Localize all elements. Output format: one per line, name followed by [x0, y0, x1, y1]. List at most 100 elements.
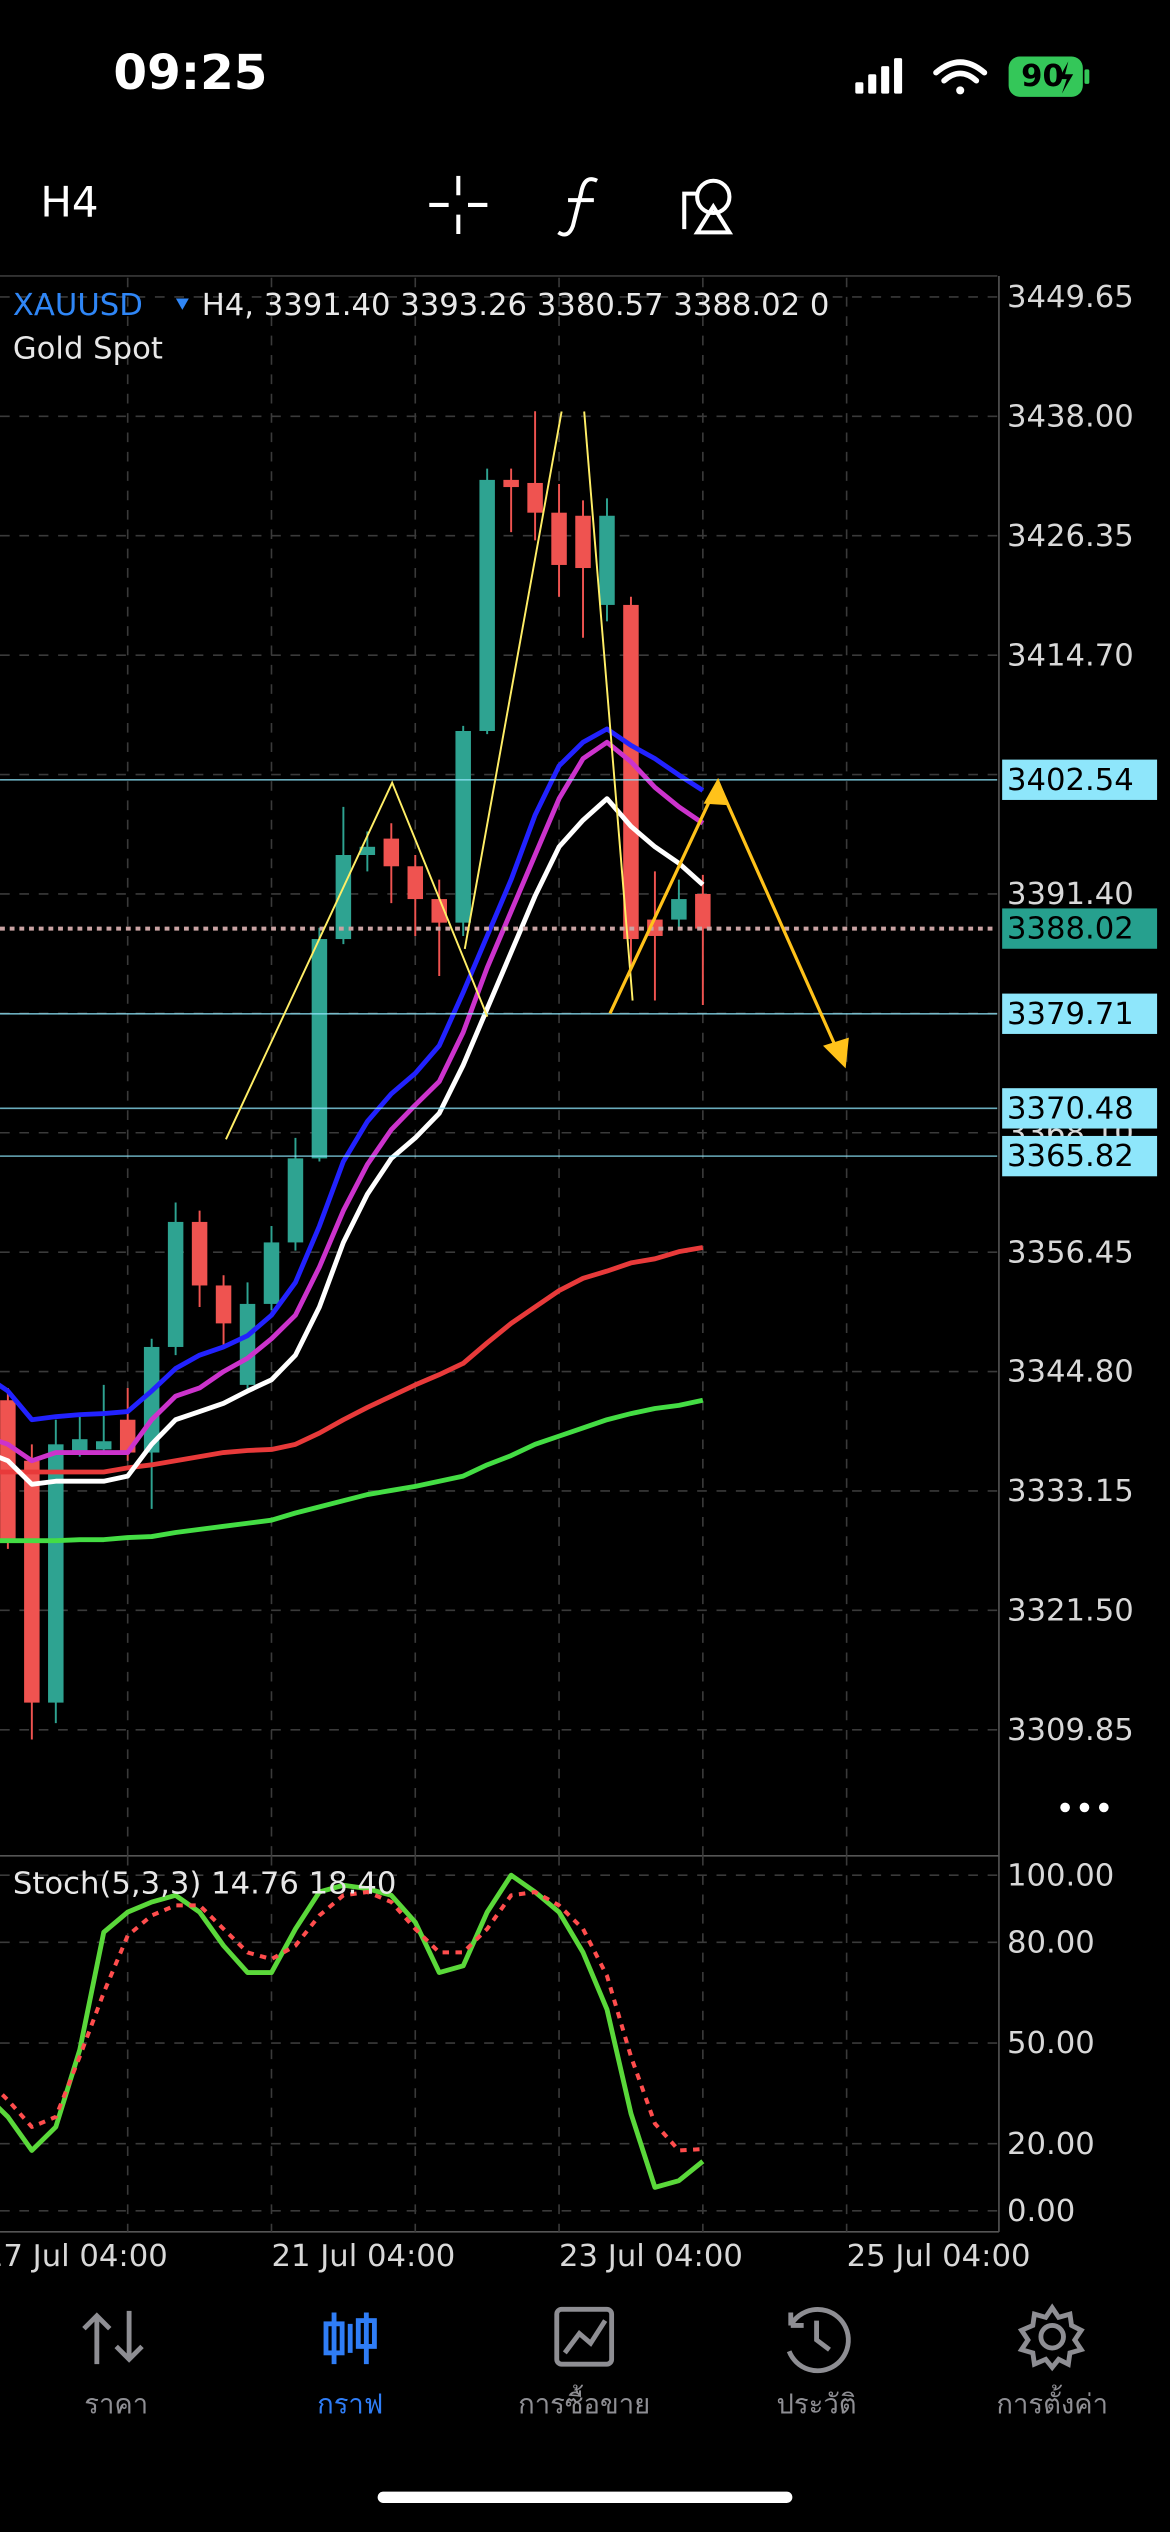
candle-body [623, 604, 639, 940]
current-price-box [1002, 908, 1158, 949]
y-tick-label: 50.00 [1007, 2026, 1095, 2061]
nav-icon [1017, 2303, 1086, 2372]
candle-body [527, 482, 543, 513]
candle-body [575, 515, 591, 569]
nav-icon [786, 2307, 851, 2374]
y-tick-label: 3414.70 [1007, 638, 1134, 673]
candle-body [359, 846, 376, 856]
trend-line [225, 780, 489, 1140]
x-tick-label: 23 Jul 04:00 [559, 2239, 743, 2274]
wifi-arc [941, 70, 980, 84]
series-line [0, 1245, 704, 1475]
y-tick-label: 3344.80 [1007, 1355, 1134, 1390]
wifi-arc [933, 59, 988, 76]
y-tick-label: 3333.15 [1007, 1474, 1134, 1509]
candle-body [287, 1158, 304, 1243]
crosshair-button[interactable] [429, 175, 488, 234]
candle-body [599, 515, 615, 605]
trend-line [463, 411, 563, 950]
candle-body [263, 1242, 280, 1304]
arrow-head [703, 777, 730, 806]
candle-body [167, 1221, 184, 1347]
icon-stroke [695, 178, 732, 216]
more-button[interactable] [1060, 1802, 1109, 1813]
y-tick-label: 20.00 [1007, 2127, 1095, 2162]
nav-icon [562, 2319, 608, 2355]
x-tick-label: 21 Jul 04:00 [271, 2239, 455, 2274]
candle-body [24, 1460, 40, 1703]
candle-body [551, 512, 567, 565]
nav-item[interactable]: ราคา [82, 2310, 148, 2421]
nav-item[interactable]: ประวัติ [777, 2307, 857, 2421]
stoch-grid [0, 1855, 998, 2232]
y-tick-label: 3321.50 [1007, 1593, 1134, 1628]
charging-bolt [1058, 61, 1074, 94]
candle-body [95, 1441, 112, 1450]
candle-body [191, 1221, 208, 1286]
icon-stroke [682, 191, 698, 230]
y-tick-label: 3391.40 [1007, 877, 1134, 912]
nav-item[interactable]: การตั้งค่า [996, 2303, 1108, 2421]
nav-label: ราคา [84, 2390, 148, 2421]
price-line-label: 3370.48 [1007, 1091, 1134, 1126]
y-tick-label: 3438.00 [1007, 399, 1134, 434]
series-line [0, 1872, 705, 2190]
nav-item[interactable]: กราฟ [317, 2312, 383, 2421]
price-axis: 3449.653438.003426.353414.703403.053391.… [1002, 280, 1158, 2229]
candle-body [311, 939, 328, 1159]
price-line-label: 3365.82 [1007, 1139, 1134, 1174]
drawings [225, 411, 849, 1140]
nav-label: กราฟ [317, 2390, 383, 2421]
symbol-dropdown[interactable] [175, 298, 189, 310]
candle-body [48, 1444, 64, 1703]
candle-body [239, 1303, 256, 1385]
indicators-button[interactable] [557, 177, 599, 237]
y-tick-label: 3426.35 [1007, 519, 1134, 554]
trend-line [583, 411, 634, 1001]
current-price-label: 3388.02 [1007, 912, 1134, 947]
price-line-box [1002, 993, 1158, 1034]
stoch-plot [0, 1872, 705, 2190]
candle-body [215, 1285, 232, 1324]
dot [1079, 1802, 1090, 1813]
nav-label: การตั้งค่า [996, 2385, 1108, 2421]
chart-subtitle: Gold Spot [13, 332, 163, 367]
y-tick-label: 3449.65 [1007, 280, 1134, 315]
arrow-head [823, 1037, 849, 1069]
candle-body [335, 855, 352, 940]
wifi-icon [933, 59, 988, 95]
price-line-box [1002, 1088, 1158, 1129]
series-line [0, 1889, 703, 2153]
y-tick-label: 80.00 [1007, 1925, 1095, 1960]
icon-stroke [693, 202, 734, 235]
dot [1060, 1802, 1070, 1813]
candle-body [695, 893, 711, 929]
timeframe-button[interactable]: H4 [40, 177, 98, 226]
signal-bar [881, 66, 890, 94]
nav-label: การซื้อขาย [518, 2385, 650, 2421]
candle-body [407, 866, 424, 900]
symbol-label[interactable]: XAUUSD [13, 288, 143, 323]
status-time: 09:25 [113, 45, 267, 101]
nav-label: ประวัติ [777, 2390, 857, 2421]
signal-bar [855, 82, 864, 94]
home-indicator [377, 2491, 793, 2503]
time-axis: 17 Jul 04:00 21 Jul 04:00 23 Jul 04:00 25 J… [0, 2239, 1030, 2274]
signal-bar [894, 58, 903, 94]
objects-button[interactable] [682, 178, 734, 235]
battery-tip [1084, 69, 1090, 84]
y-tick-label: 3356.45 [1007, 1235, 1134, 1270]
candle-body [503, 479, 519, 488]
nav-icon [554, 2306, 615, 2367]
nav-item[interactable]: การซื้อขาย [518, 2306, 650, 2421]
wifi-dot [956, 86, 965, 95]
candle-body [431, 899, 447, 923]
x-tick-label: 25 Jul 04:00 [847, 2239, 1031, 2274]
price-line-label: 3379.71 [1007, 997, 1134, 1032]
price-line-box [1002, 759, 1158, 800]
bottom-nav: ราคา กราฟ การซื้อขาย ประวัติ การตั้งค่า [82, 2303, 1108, 2421]
x-tick-label: 17 Jul 04:00 [0, 2239, 168, 2274]
battery-level: 90 [1021, 59, 1064, 94]
nav-icon [323, 2321, 345, 2356]
